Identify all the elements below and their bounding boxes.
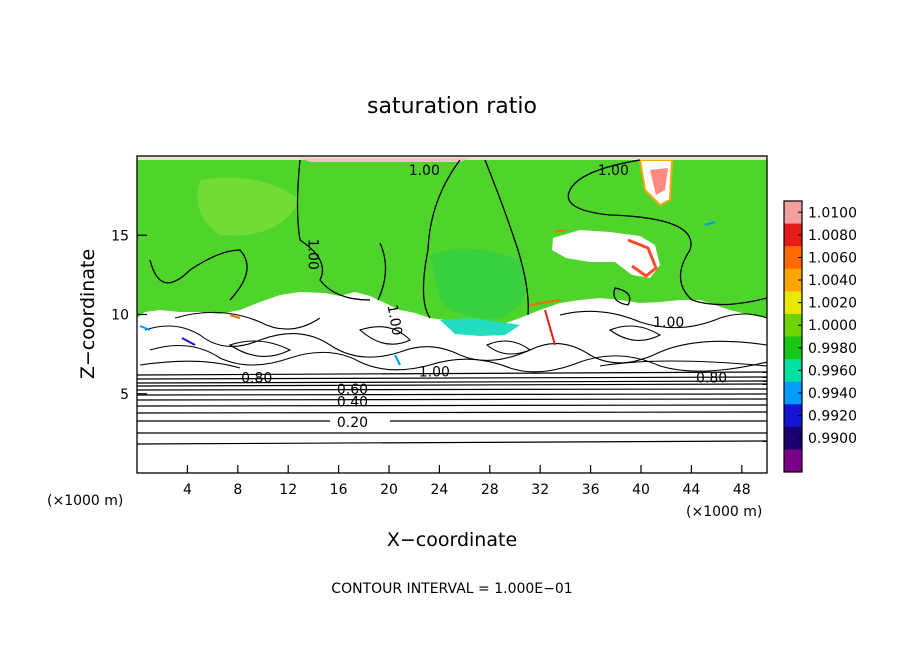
colorbar-swatch (784, 291, 802, 315)
saturation-maximum (650, 168, 668, 195)
contour-interval-note: CONTOUR INTERVAL = 1.000E−01 (331, 581, 572, 597)
colorbar-swatch (784, 449, 802, 473)
contour-label: 0.20 (337, 415, 368, 431)
colorbar-label: 0.9980 (808, 341, 857, 357)
y-tick-label: 15 (111, 228, 129, 244)
colorbar-label: 1.0020 (808, 296, 857, 312)
x-unit-left: (×1000 m) (47, 493, 123, 509)
x-tick-label: 8 (233, 482, 242, 498)
x-tick-label: 16 (330, 482, 348, 498)
colorbar-swatch (784, 223, 802, 247)
colorbar-label: 1.0040 (808, 273, 857, 289)
colorbar-swatch (784, 381, 802, 405)
colorbar-label: 1.0000 (808, 318, 857, 334)
x-tick-label: 20 (380, 482, 398, 498)
plot-area: 1.00 1.00 1.00 1.00 1.00 1.00 0.80 0.80 0.600.40… (136, 155, 768, 474)
x-tick-label: 24 (430, 482, 448, 498)
colorbar-swatch (784, 313, 802, 337)
y-tick-label: 10 (111, 308, 129, 324)
moist-patch (197, 177, 300, 236)
colorbar-frame (783, 200, 803, 473)
contour-label: 1.00 (419, 364, 450, 380)
contour-label: 0.80 (696, 371, 727, 387)
x-tick-label: 4 (183, 482, 192, 498)
colorbar-swatch (784, 336, 802, 360)
colorbar-label: 0.9940 (808, 386, 857, 402)
x-unit-right: (×1000 m) (686, 504, 762, 520)
x-tick-label: 44 (682, 482, 700, 498)
x-tick-label: 48 (733, 482, 751, 498)
cloud-edge-highlights (139, 221, 716, 366)
colorbar-label: 1.0060 (808, 250, 857, 266)
colorbar-swatch (784, 359, 802, 383)
chart-title: saturation ratio (367, 94, 537, 119)
x-axis: 4 8 12 16 20 24 28 32 36 40 44 48 (183, 465, 751, 498)
x-tick-label: 28 (481, 482, 499, 498)
top-boundary-layer (300, 158, 470, 162)
colorbar-swatch (784, 426, 802, 450)
contour-label: 0.60 (337, 382, 368, 398)
colorbar-swatch (784, 404, 802, 428)
stratified-contours (137, 371, 767, 445)
sub-saturated-patch (440, 318, 520, 336)
colorbar: 1.0100 1.0080 1.0060 1.0040 1.0020 1.0000 0.99… (783, 200, 857, 473)
contour-label: 0.40 (337, 394, 368, 410)
contour-label: 1.00 (409, 163, 440, 179)
contour-label: 1.00 (653, 315, 684, 331)
contour-label: 1.00 (384, 303, 405, 336)
x-tick-label: 36 (582, 482, 600, 498)
x-axis-label: X−coordinate (387, 529, 517, 551)
contour-label: 1.00 (598, 163, 629, 179)
colorbar-swatch (784, 201, 802, 225)
colorbar-swatch (784, 246, 802, 270)
y-tick-label: 5 (120, 387, 129, 403)
contour-label: 0.80 (241, 371, 272, 387)
y-axis-label: Z−coordinate (77, 249, 99, 379)
colorbar-label: 0.9920 (808, 409, 857, 425)
colorbar-label: 0.9900 (808, 431, 857, 447)
saturated-core (430, 248, 527, 319)
x-tick-label: 32 (531, 482, 549, 498)
y-axis: 5 10 15 (111, 228, 147, 403)
saturation-maximum (627, 238, 658, 278)
contour-1.00 (149, 159, 767, 319)
turbulent-contours (139, 310, 767, 373)
colorbar-label: 0.9960 (808, 363, 857, 379)
colorbar-swatch (784, 268, 802, 292)
x-tick-label: 12 (279, 482, 297, 498)
colorbar-label: 1.0100 (808, 205, 857, 221)
colorbar-label: 1.0080 (808, 228, 857, 244)
x-tick-label: 40 (632, 482, 650, 498)
contour-label: 1.00 (304, 239, 320, 270)
contour-labels: 1.00 1.00 1.00 1.00 1.00 1.00 0.80 0.80 0.600.40… (241, 163, 727, 431)
